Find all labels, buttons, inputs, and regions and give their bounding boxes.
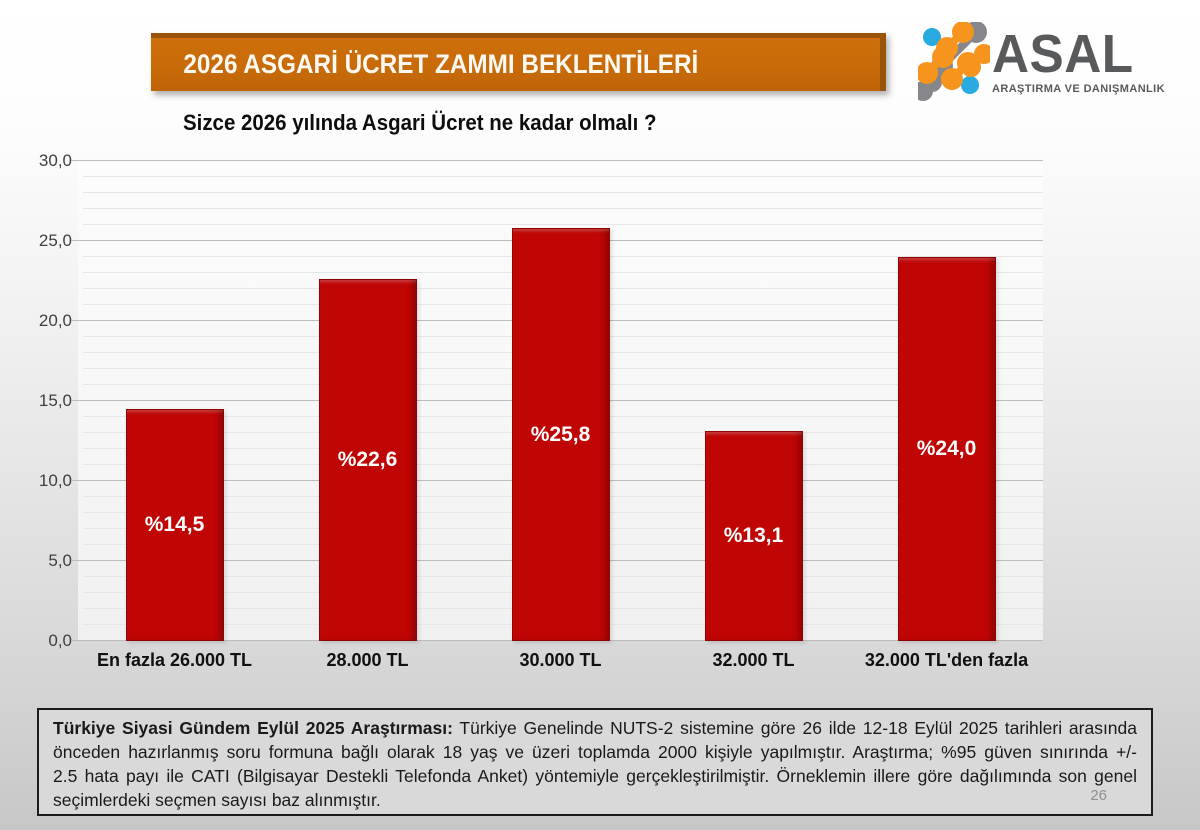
footnote-bold-intro: Türkiye Siyasi Gündem Eylül 2025 Araştır… [53, 718, 453, 738]
bar: %14,5 [125, 409, 224, 641]
footnote-line-4: seçimlerdeki seçmen sayısı baz alınmıştı… [53, 790, 381, 810]
minor-gridline [83, 176, 1043, 177]
bar-value-label: %25,8 [530, 422, 591, 446]
footnote-line-1: Türkiye Siyasi Gündem Eylül 2025 Araştır… [53, 716, 1137, 740]
major-gridline [71, 160, 1043, 161]
page-number: 26 [1090, 787, 1107, 804]
y-axis-label: 5,0 [48, 551, 72, 570]
minor-gridline [83, 208, 1043, 209]
asal-logo-name: ASAL [992, 24, 1134, 84]
footnote-line-3: 2.5 hata payı ile CATI (Bilgisayar Deste… [53, 766, 1137, 786]
bar-value-label: %24,0 [916, 437, 977, 460]
footnote-line-2: önceden hazırlanmış soru formuna bağlı o… [53, 742, 1137, 762]
y-axis-label: 0,0 [48, 631, 72, 650]
asal-logo-text-block: ASAL ARAŞTIRMA VE DANIŞMANLIK [992, 22, 1165, 95]
bar: %13,1 [704, 431, 803, 641]
bar: %22,6 [318, 279, 417, 641]
minor-gridline [83, 224, 1043, 225]
x-axis-label: En fazla 26.000 TL [96, 650, 253, 670]
y-axis-label: 20,0 [38, 311, 72, 330]
x-axis-label: 30.000 TL [519, 650, 602, 670]
y-axis-label: 15,0 [38, 391, 72, 410]
y-axis-label: 25,0 [38, 231, 72, 250]
x-axis-labels: En fazla 26.000 TL 28.000 TL 30.000 TL 32.0… [0, 650, 1200, 678]
bar: %25,8 [511, 228, 610, 641]
bar-value-label: %14,5 [144, 513, 205, 536]
bar-value-label: %22,6 [337, 448, 398, 472]
x-axis-label: 32.000 TL [712, 650, 795, 670]
header-banner: 2026 ASGARİ ÜCRET ZAMMI BEKLENTİLERİ [151, 33, 886, 91]
bar-value-label: %13,1 [723, 524, 784, 548]
asal-logo-icon [918, 22, 990, 101]
x-axis-label: 28.000 TL [326, 650, 409, 670]
minor-gridline [83, 192, 1043, 193]
bar: %24,0 [897, 257, 996, 641]
y-axis-label: 10,0 [38, 471, 72, 490]
asal-logo: ASAL ARAŞTIRMA VE DANIŞMANLIK [918, 22, 1165, 102]
x-axis-label: 32.000 TL'den fazla [864, 650, 1029, 670]
y-axis-label: 30,0 [38, 151, 72, 170]
plot-area: %14,5 %22,6 %25,8 %13,1 %24,0 [71, 160, 1043, 641]
banner-title: 2026 ASGARİ ÜCRET ZAMMI BEKLENTİLERİ [183, 49, 699, 79]
footnote-line-1-text: Türkiye Genelinde NUTS-2 sistemine göre … [459, 718, 1138, 738]
asal-logo-subtitle: ARAŞTIRMA VE DANIŞMANLIK [992, 83, 1165, 95]
footnote-box: Türkiye Siyasi Gündem Eylül 2025 Araştır… [37, 708, 1153, 816]
chart-title: Sizce 2026 yılında Asgari Ücret ne kadar… [183, 110, 657, 135]
y-axis-labels: 0,0 5,0 10,0 15,0 20,0 25,0 30,0 [6, 151, 72, 650]
